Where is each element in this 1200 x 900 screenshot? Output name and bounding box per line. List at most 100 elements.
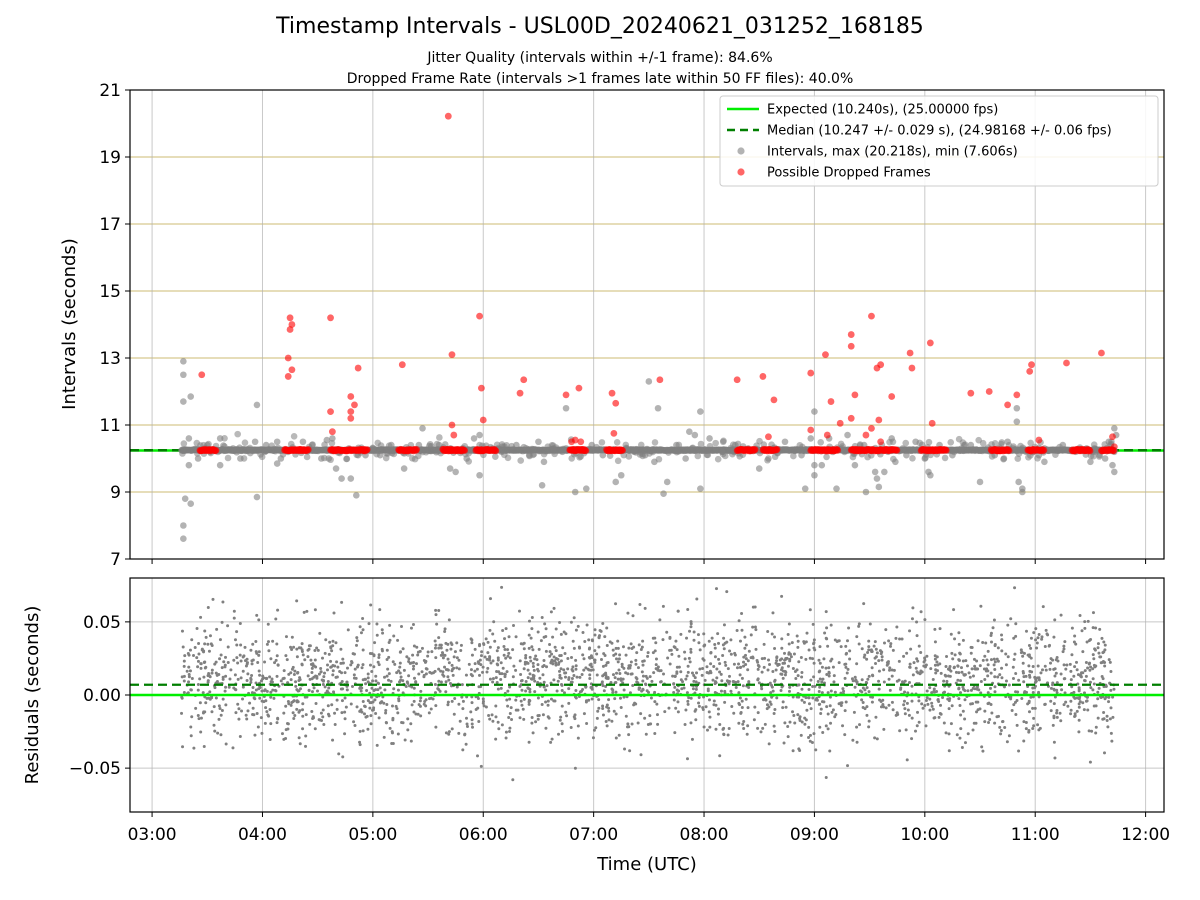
residual-point xyxy=(938,712,942,716)
interval-point xyxy=(513,441,520,449)
residual-point xyxy=(302,610,306,614)
intervals-x-ticks xyxy=(151,559,1147,564)
residual-point xyxy=(737,619,741,623)
residual-point xyxy=(1040,635,1044,639)
residual-point xyxy=(795,634,799,638)
residual-point xyxy=(767,658,771,662)
residual-point xyxy=(631,614,635,618)
residual-point xyxy=(313,727,317,731)
interval-point xyxy=(765,455,772,462)
residual-point xyxy=(290,635,294,639)
residual-point xyxy=(1073,634,1077,638)
residual-point xyxy=(257,653,261,657)
residual-point xyxy=(727,727,731,731)
residual-point xyxy=(992,663,996,667)
interval-point xyxy=(216,461,224,469)
residual-point xyxy=(390,730,394,734)
residual-point xyxy=(635,680,639,684)
residual-point xyxy=(388,638,392,642)
residual-point xyxy=(871,695,875,699)
residual-point xyxy=(385,674,389,678)
residual-point xyxy=(528,655,532,659)
residual-point xyxy=(978,664,982,668)
residual-point xyxy=(782,741,786,745)
residual-point xyxy=(187,673,191,677)
residual-point xyxy=(639,712,643,716)
residual-point xyxy=(267,649,271,653)
interval-point xyxy=(714,455,722,463)
residual-point xyxy=(253,697,257,701)
residual-point xyxy=(623,747,627,751)
residual-point xyxy=(675,670,679,674)
residual-point xyxy=(1005,740,1009,744)
residual-point xyxy=(902,703,906,707)
residual-point xyxy=(238,621,242,625)
residual-point xyxy=(824,666,828,670)
interval-point xyxy=(686,428,693,436)
residual-point xyxy=(846,764,850,768)
residual-point xyxy=(1110,739,1114,743)
residual-point xyxy=(1012,657,1016,661)
legend-median: Median (10.247 +/- 0.029 s), (24.98168 +… xyxy=(767,124,1112,139)
dropped-frame-point xyxy=(448,351,456,359)
residual-point xyxy=(322,722,326,726)
dropped-frame-point xyxy=(363,446,371,454)
residual-point xyxy=(833,638,837,642)
residual-point xyxy=(257,669,261,673)
residual-point xyxy=(737,662,741,666)
residual-point xyxy=(1100,675,1104,679)
residual-point xyxy=(682,686,686,690)
residual-point xyxy=(1069,712,1073,716)
residual-point xyxy=(508,697,512,701)
residual-point xyxy=(639,648,643,652)
residual-point xyxy=(507,651,511,655)
residual-point xyxy=(511,778,515,782)
residual-point xyxy=(527,646,531,650)
residual-point xyxy=(376,688,380,692)
interval-point xyxy=(875,483,883,491)
interval-point xyxy=(262,441,270,449)
dropped-frame-point xyxy=(582,447,590,455)
interval-point xyxy=(323,436,331,444)
residual-point xyxy=(524,656,528,660)
residual-point xyxy=(948,674,952,678)
residual-point xyxy=(826,712,830,716)
residual-point xyxy=(556,657,560,661)
residual-point xyxy=(365,689,369,693)
residual-point xyxy=(787,622,791,626)
residual-point xyxy=(303,695,307,699)
residual-point xyxy=(541,673,545,677)
residual-point xyxy=(249,648,253,652)
residual-point xyxy=(576,724,580,728)
residual-point xyxy=(707,639,711,643)
residual-point xyxy=(867,725,871,729)
residual-point xyxy=(737,721,741,725)
residual-point xyxy=(768,663,772,667)
residual-point xyxy=(553,645,557,649)
residual-point xyxy=(487,714,491,718)
residual-point xyxy=(899,686,903,690)
residual-point xyxy=(331,664,335,668)
dropped-frame-point xyxy=(520,376,528,384)
residual-point xyxy=(959,666,963,670)
residual-point xyxy=(686,670,690,674)
residual-point xyxy=(692,673,696,677)
residual-point xyxy=(702,725,706,729)
residual-point xyxy=(551,635,555,639)
residual-point xyxy=(689,620,693,624)
dropped-frame-point xyxy=(926,339,934,347)
residual-point xyxy=(251,706,255,710)
interval-point xyxy=(224,454,232,462)
residual-point xyxy=(477,719,481,723)
interval-point xyxy=(277,455,285,462)
residual-point xyxy=(199,716,203,720)
residual-point xyxy=(378,686,382,690)
residual-point xyxy=(851,738,855,742)
residual-point xyxy=(947,732,951,736)
residual-point xyxy=(1061,650,1065,654)
residual-point xyxy=(493,639,497,643)
residual-point xyxy=(366,727,370,731)
interval-point xyxy=(1000,455,1008,462)
chart-subtitle-dropped: Dropped Frame Rate (intervals >1 frames … xyxy=(346,71,854,87)
interval-point xyxy=(801,485,809,492)
